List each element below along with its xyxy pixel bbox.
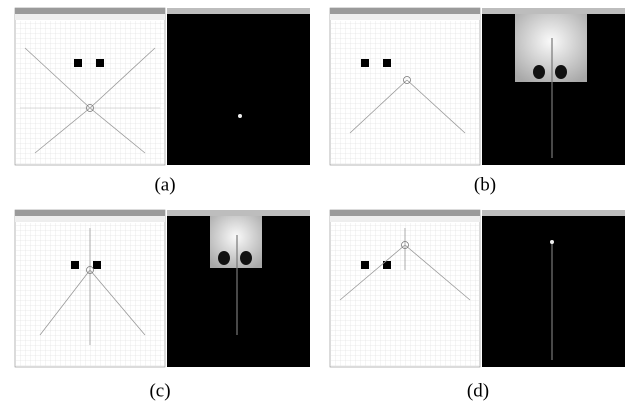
- title-bar: [482, 8, 625, 14]
- title-bar: [167, 210, 310, 216]
- blob: [218, 251, 230, 265]
- blob: [555, 65, 567, 79]
- light-dot: [550, 240, 554, 244]
- blob: [533, 65, 545, 79]
- title-bar: [15, 8, 165, 14]
- obstacle: [361, 261, 369, 269]
- screenshot: [330, 8, 625, 165]
- caption: (c): [149, 380, 170, 401]
- title-bar: [167, 8, 310, 14]
- menu-bar: [330, 216, 480, 222]
- title-bar: [482, 210, 625, 216]
- obstacle: [383, 59, 391, 67]
- obstacle: [361, 59, 369, 67]
- caption: (b): [474, 174, 496, 195]
- window: [167, 8, 310, 165]
- caption: (a): [154, 174, 175, 195]
- caption: (d): [467, 380, 489, 401]
- title-bar: [15, 210, 165, 216]
- figure: (a) (b) (c) (d): [0, 0, 625, 405]
- light-dot: [238, 114, 242, 118]
- menu-bar: [330, 14, 480, 20]
- obstacle: [71, 261, 79, 269]
- menu-bar: [15, 14, 165, 20]
- screenshot: [330, 210, 625, 367]
- title-bar: [330, 8, 480, 14]
- screenshot: [15, 8, 310, 165]
- obstacle: [93, 261, 101, 269]
- camera-view: [210, 216, 262, 268]
- title-bar: [330, 210, 480, 216]
- menu-bar: [15, 216, 165, 222]
- canvas: [16, 21, 164, 164]
- obstacle: [96, 59, 104, 67]
- camera-view: [515, 14, 587, 82]
- obstacle: [74, 59, 82, 67]
- window: [482, 210, 625, 367]
- screenshot: [15, 210, 310, 367]
- blob: [240, 251, 252, 265]
- canvas: [331, 21, 479, 164]
